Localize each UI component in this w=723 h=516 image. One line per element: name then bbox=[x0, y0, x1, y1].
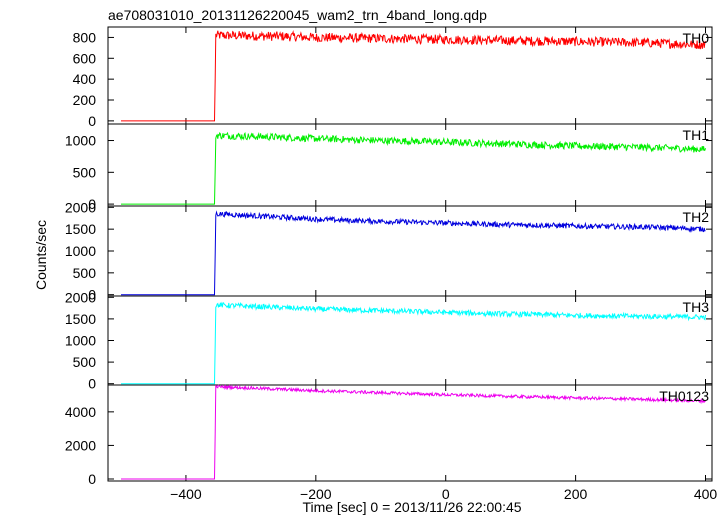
series-label-th3: TH3 bbox=[683, 299, 710, 315]
y-tick-label-th0-0: 0 bbox=[88, 113, 96, 129]
y-tick-label-th0-1: 200 bbox=[73, 92, 97, 108]
y-tick-label-th2-4: 2000 bbox=[65, 199, 96, 215]
series-label-th0123: TH0123 bbox=[659, 388, 709, 404]
x-axis-label: Time [sec] 0 = 2013/11/26 22:00:45 bbox=[302, 499, 521, 515]
y-tick-label-th3-0: 0 bbox=[88, 376, 96, 392]
y-tick-label-th2-1: 500 bbox=[73, 265, 97, 281]
series-line-th0123 bbox=[121, 384, 706, 480]
y-tick-label-th2-2: 1000 bbox=[65, 243, 96, 259]
panel-th0123: 0 2000 4000 TH0123 bbox=[65, 384, 713, 487]
y-tick-label-th1-0: 0 bbox=[88, 196, 96, 212]
series-label-th2: TH2 bbox=[683, 209, 710, 225]
x-tick-label-1: −200 bbox=[300, 486, 332, 502]
series-line-th3 bbox=[121, 301, 706, 385]
y-tick-label-th1-1: 500 bbox=[73, 164, 97, 180]
panel-frame-th0123 bbox=[107, 384, 713, 482]
series-line-th2 bbox=[121, 210, 706, 296]
y-tick-label-th1-2: 1000 bbox=[65, 133, 96, 149]
chart-title: ae708031010_20131126220045_wam2_trn_4ban… bbox=[108, 7, 487, 23]
y-tick-label-th0123-0: 0 bbox=[88, 471, 96, 487]
panel-th3: 0 500 1000 1500 2000 TH3 bbox=[65, 289, 713, 392]
y-tick-label-th0123-1: 2000 bbox=[65, 437, 96, 453]
y-tick-label-th2-3: 1500 bbox=[65, 221, 96, 237]
x-tick-label-2: 0 bbox=[442, 486, 450, 502]
panel-frame-th3 bbox=[107, 295, 713, 386]
y-tick-label-th3-3: 1500 bbox=[65, 311, 96, 327]
y-tick-label-th0-2: 400 bbox=[73, 71, 97, 87]
y-tick-label-th3-1: 500 bbox=[73, 354, 97, 370]
series-label-th0: TH0 bbox=[683, 30, 710, 46]
y-tick-label-th0123-2: 4000 bbox=[65, 404, 96, 420]
panel-th2: 0 500 1000 1500 2000 TH2 bbox=[65, 199, 713, 303]
series-line-th1 bbox=[121, 131, 706, 205]
y-tick-label-th3-4: 2000 bbox=[65, 289, 96, 305]
y-tick-label-th0-3: 600 bbox=[73, 50, 97, 66]
y-tick-label-th3-2: 1000 bbox=[65, 333, 96, 349]
y-axis-label: Counts/sec bbox=[33, 220, 49, 290]
x-tick-label-4: 400 bbox=[694, 486, 718, 502]
series-label-th1: TH1 bbox=[683, 127, 710, 143]
panel-th0: 0 200 400 600 800 TH0 bbox=[73, 26, 713, 129]
y-tick-label-th2-0: 0 bbox=[88, 287, 96, 303]
panel-frame-th2 bbox=[107, 205, 713, 297]
panel-frame-th1 bbox=[107, 123, 713, 207]
x-tick-label-0: −400 bbox=[170, 486, 202, 502]
panel-th1: 0 500 1000 TH1 bbox=[65, 123, 713, 212]
series-line-th0 bbox=[121, 30, 706, 122]
x-tick-label-3: 200 bbox=[564, 486, 588, 502]
panels-group: 0 200 400 600 800 TH0 0 500 1000 TH1 0 500 1000 1500 2… bbox=[65, 26, 718, 502]
y-tick-label-th0-4: 800 bbox=[73, 29, 97, 45]
